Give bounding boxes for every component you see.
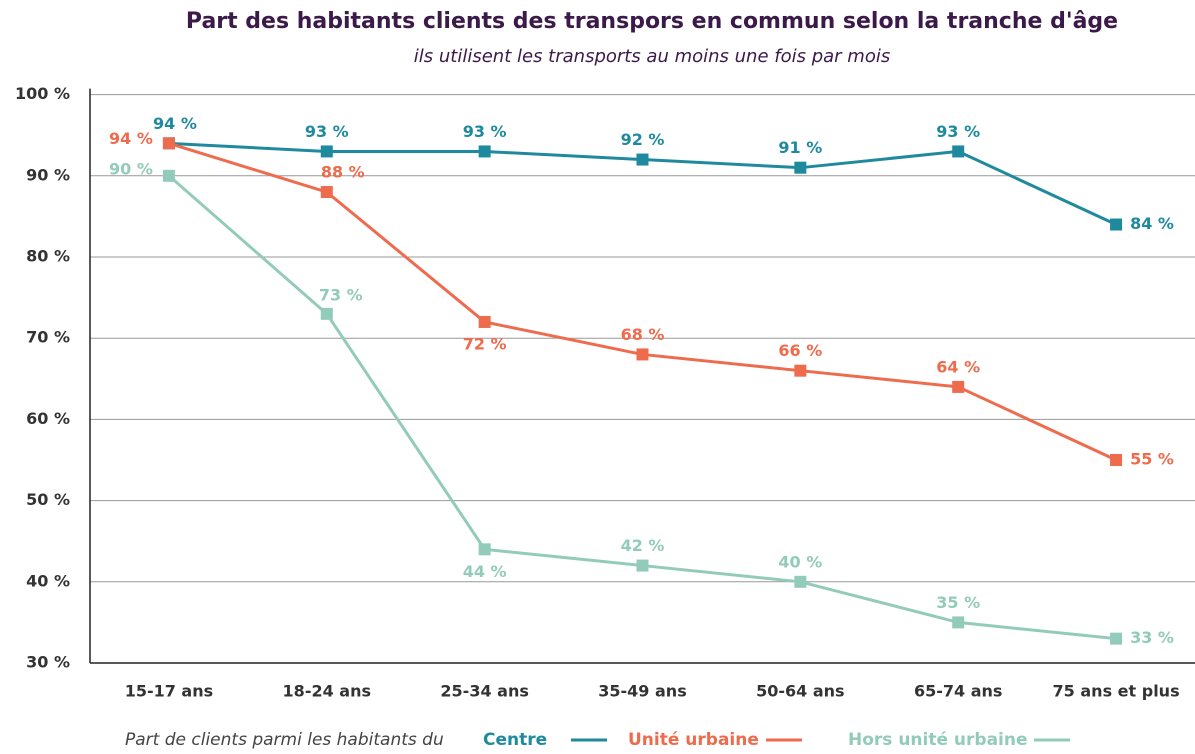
- point: [320, 145, 333, 158]
- data-label: 93 %: [936, 122, 980, 141]
- data-label: 66 %: [778, 341, 822, 360]
- data-label: 33 %: [1130, 628, 1174, 647]
- legend-label: Hors unité urbaine: [848, 730, 1028, 750]
- x-tick-label: 15-17 ans: [125, 682, 213, 701]
- point: [636, 559, 649, 572]
- y-tick-label: 60 %: [26, 409, 70, 428]
- chart-title: Part des habitants clients des transpors…: [186, 9, 1118, 34]
- data-label: 94 %: [109, 129, 153, 148]
- data-label: 40 %: [778, 552, 822, 571]
- data-label: 72 %: [463, 334, 507, 353]
- point: [952, 616, 965, 629]
- data-label: 88 %: [321, 163, 365, 182]
- y-tick-label: 70 %: [26, 328, 70, 347]
- point: [320, 186, 333, 199]
- legend-title: Part de clients parmi les habitants du: [125, 730, 444, 750]
- data-label: 68 %: [621, 325, 665, 344]
- chart-subtitle: ils utilisent les transports au moins un…: [414, 46, 890, 67]
- y-tick-label: 50 %: [26, 490, 70, 509]
- y-tick-label: 40 %: [26, 571, 70, 590]
- y-tick-label: 80 %: [26, 247, 70, 266]
- point: [794, 575, 807, 588]
- x-tick-label: 35-49 ans: [598, 682, 686, 701]
- x-tick-label: 65-74 ans: [914, 682, 1002, 701]
- y-tick-label: 90 %: [26, 165, 70, 184]
- point: [794, 161, 807, 174]
- x-tick-label: 75 ans et plus: [1053, 682, 1180, 701]
- data-label: 73 %: [319, 285, 363, 304]
- data-label: 44 %: [463, 562, 507, 581]
- data-label: 92 %: [621, 130, 665, 149]
- y-tick-label: 30 %: [26, 653, 70, 672]
- point: [1110, 454, 1123, 466]
- point: [1110, 218, 1123, 231]
- y-tick-label: 100 %: [15, 84, 70, 103]
- point: [478, 315, 491, 328]
- data-label: 42 %: [621, 536, 665, 555]
- point: [320, 307, 333, 320]
- data-label: 93 %: [305, 122, 349, 141]
- point: [1110, 632, 1123, 645]
- data-label: 35 %: [936, 593, 980, 612]
- point: [478, 543, 491, 556]
- data-label: 94 %: [153, 114, 197, 133]
- point: [162, 137, 175, 150]
- data-label: 91 %: [778, 138, 822, 157]
- point: [794, 364, 807, 377]
- x-tick-label: 25-34 ans: [440, 682, 528, 701]
- data-label: 64 %: [936, 357, 980, 376]
- x-tick-label: 18-24 ans: [283, 682, 371, 701]
- point: [636, 153, 649, 166]
- data-label: 55 %: [1130, 450, 1174, 469]
- data-label: 90 %: [109, 159, 153, 178]
- legend-label: Unité urbaine: [628, 730, 759, 750]
- data-label: 93 %: [463, 122, 507, 141]
- legend-label: Centre: [483, 730, 547, 750]
- point: [478, 145, 491, 158]
- data-label: 84 %: [1130, 214, 1174, 233]
- point: [636, 348, 649, 361]
- point: [952, 380, 965, 393]
- point: [952, 145, 965, 158]
- x-tick-label: 50-64 ans: [756, 682, 844, 701]
- point: [162, 169, 175, 182]
